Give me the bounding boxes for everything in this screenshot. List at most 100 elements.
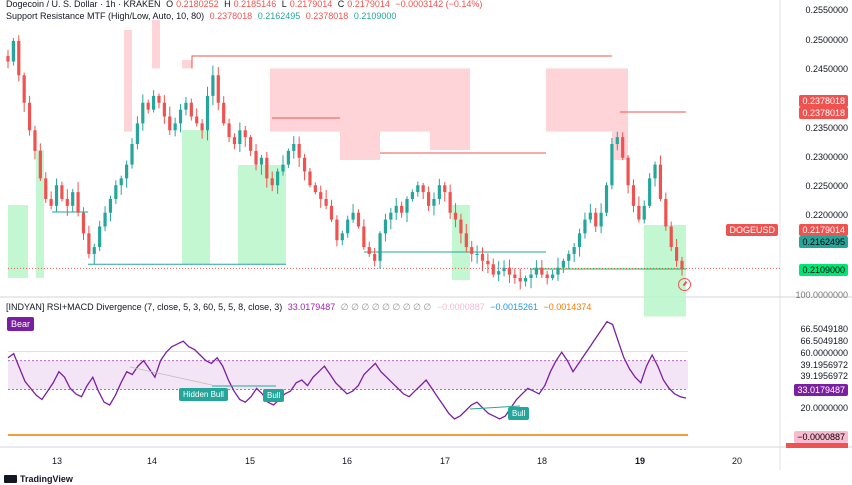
candle-body (518, 278, 522, 282)
rsi-line (7, 320, 687, 420)
candle-body (631, 185, 636, 206)
tradingview-logo[interactable]: TradingView (4, 474, 73, 484)
candle-body (356, 212, 361, 227)
candle-body (54, 185, 59, 206)
price-label: 0.2550000 (805, 5, 848, 15)
candle-body (71, 192, 75, 206)
candle-body (22, 75, 26, 103)
candle-body (524, 278, 528, 282)
candle-body (254, 150, 258, 165)
candle-body (11, 40, 15, 62)
candle-body (621, 137, 625, 158)
rsi-axis-label: 20.0000000 (800, 403, 848, 413)
support-tag-1: 0.2162495 (799, 236, 848, 248)
candle-body (135, 123, 140, 144)
candle-body (108, 198, 113, 213)
candle-body (297, 144, 301, 158)
candle-body (270, 178, 274, 186)
candle-body (308, 171, 312, 186)
candle-body (346, 219, 350, 234)
candle-body (637, 205, 641, 220)
hidden-bull-label: Hidden Bull (179, 388, 228, 401)
candle-body (453, 212, 458, 220)
candle-body (38, 150, 42, 179)
rsi-band (8, 360, 688, 390)
price-label: 0.2450000 (805, 64, 848, 74)
candle-body (486, 260, 490, 265)
candle-body (421, 185, 425, 193)
candle-body (459, 219, 463, 234)
resistance-zone (152, 20, 160, 69)
sr-zones (8, 20, 780, 317)
indicator-name: Support Resistance MTF (High/Low, Auto, … (6, 11, 205, 21)
time-tick: 13 (51, 456, 63, 466)
price-label: 0.2300000 (805, 152, 848, 162)
time-tick: 15 (244, 456, 256, 466)
candle-body (470, 247, 474, 254)
candle-body (588, 212, 592, 220)
indicator-value-3: 0.2378018 (305, 11, 349, 21)
candle-body (49, 198, 53, 206)
rsi-title: [INDYAN] RSI+MACD Divergence (7, close, … (6, 302, 283, 312)
candle-body (448, 192, 452, 213)
candle-body (151, 95, 156, 110)
candle-body (443, 185, 447, 193)
candle-body (98, 226, 102, 248)
resistance-tag-1: 0.2378018 (799, 95, 848, 107)
rsi-axis-label: 39.1956972 (800, 371, 848, 381)
candle-body (119, 178, 123, 186)
macd-value-1: −0.0000887 (436, 302, 485, 312)
candle-body (44, 178, 48, 199)
candle-body (114, 185, 118, 199)
price-label-partial: 100.0000000 (795, 290, 848, 300)
candle-body (561, 260, 565, 268)
macd-tag-cut (786, 443, 848, 448)
candle-body (437, 185, 441, 199)
price-label: 0.2350000 (805, 123, 848, 133)
macd-value-3: −0.0014374 (543, 302, 592, 312)
candle-body (432, 198, 436, 206)
resistance-zone (340, 68, 380, 160)
resistance-zone (380, 68, 430, 132)
rsi-axis-label: 60.0000000 (800, 348, 848, 358)
bull-divergence-line (469, 405, 521, 410)
candle-body (351, 212, 355, 220)
brand-name: TradingView (20, 474, 73, 484)
candle-body (362, 226, 366, 248)
price-grid (0, 0, 852, 470)
candle-body (265, 157, 269, 179)
candle-body (410, 192, 414, 199)
resistance-zone (270, 68, 340, 132)
candle-body (675, 247, 679, 261)
candle-body (550, 274, 555, 278)
indicator-header[interactable]: Support Resistance MTF (High/Low, Auto, … (6, 11, 399, 22)
candle-body (604, 185, 609, 213)
candle-body (146, 102, 150, 110)
candle-body (205, 95, 210, 131)
rsi-header[interactable]: [INDYAN] RSI+MACD Divergence (7, close, … (6, 302, 594, 313)
candle-body (583, 219, 587, 234)
time-tick: 17 (439, 456, 451, 466)
candle-body (642, 205, 646, 220)
candle-body (577, 233, 582, 248)
resistance-line (191, 55, 612, 69)
rsi-tag: 33.0179487 (794, 384, 848, 396)
candle-body (599, 212, 603, 227)
candle-body (249, 137, 253, 151)
ohlc-l-label: L (281, 0, 287, 9)
candles (6, 35, 684, 290)
candle-body (162, 102, 166, 117)
candle-body (81, 212, 86, 234)
support-zone (36, 150, 44, 278)
candle-body (141, 102, 145, 124)
candle-body (103, 212, 107, 227)
candle-body (184, 102, 188, 110)
candle-body (475, 253, 479, 255)
candle-body (497, 271, 501, 275)
candle-body (567, 253, 571, 261)
candle-body (130, 144, 134, 165)
alert-clock-icon[interactable] (678, 278, 691, 291)
ohlc-l: 0.2179014 (289, 0, 333, 9)
candle-body (238, 130, 242, 144)
